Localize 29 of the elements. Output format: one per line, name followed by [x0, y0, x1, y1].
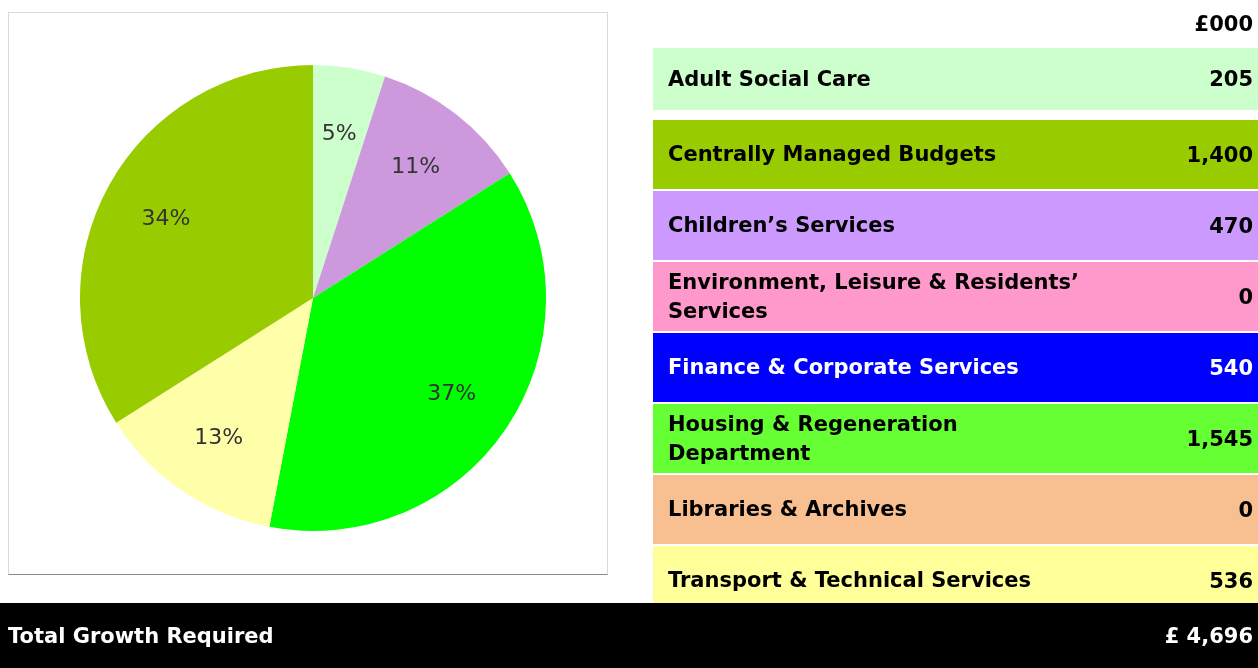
text: 205	[1209, 67, 1253, 91]
text: £ 4,696	[1164, 623, 1254, 648]
text: 470	[1209, 213, 1253, 238]
data-label: 11%	[391, 152, 441, 178]
text: Total Growth Required	[7, 623, 274, 648]
category-label: Housing & Regeneration Department	[667, 410, 959, 467]
category-label: Environment, Leisure & Residents’ Services	[667, 268, 1080, 325]
pie-slice	[313, 76, 510, 298]
category-label: Adult Social Care	[667, 65, 872, 93]
text: 1,400	[1186, 142, 1253, 167]
category-label: Children’s Services	[667, 212, 896, 239]
data-label: 34%	[141, 204, 191, 230]
pie-slice	[80, 65, 313, 423]
text: 536	[1209, 568, 1253, 593]
data-label: 13%	[194, 424, 244, 450]
category-label: Finance & Corporate Services	[667, 354, 1020, 381]
category-label: Transport & Technical Services	[667, 567, 1033, 594]
pie-slice	[116, 298, 313, 527]
category-label: Libraries & Archives	[667, 496, 908, 523]
data-label: 5%	[321, 119, 357, 145]
text: £000	[1194, 12, 1253, 36]
text: 540	[1209, 355, 1253, 380]
text: 1,545	[1186, 426, 1253, 451]
data-label: 37%	[427, 379, 477, 405]
text: 0	[1238, 284, 1253, 309]
text: 0	[1238, 497, 1253, 522]
pie-slice	[269, 173, 546, 531]
pie-slice	[313, 65, 385, 298]
category-label: Centrally Managed Budgets	[667, 141, 998, 168]
